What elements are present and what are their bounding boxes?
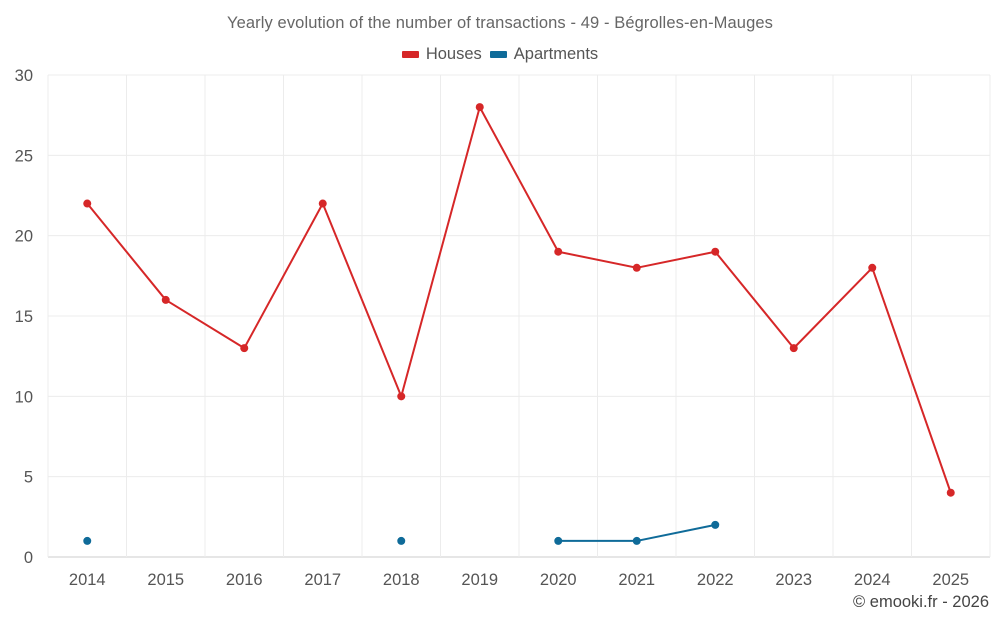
legend-swatch-apartments bbox=[489, 51, 507, 58]
x-tick-label-2023: 2023 bbox=[775, 571, 812, 589]
data-point-apartments-2014 bbox=[83, 536, 92, 545]
x-tick-label-2016: 2016 bbox=[226, 571, 263, 589]
y-tick-label-0: 0 bbox=[24, 549, 33, 567]
data-point-apartments-2018 bbox=[397, 536, 406, 545]
data-point-houses-2019 bbox=[475, 103, 484, 112]
credit-text: © emooki.fr - 2026 bbox=[853, 593, 989, 611]
y-tick-label-25: 25 bbox=[15, 147, 33, 165]
data-point-houses-2020 bbox=[554, 247, 563, 256]
data-point-houses-2022 bbox=[711, 247, 720, 256]
x-tick-label-2017: 2017 bbox=[304, 571, 341, 589]
x-tick-label-2015: 2015 bbox=[147, 571, 184, 589]
data-point-houses-2015 bbox=[161, 295, 170, 304]
data-point-houses-2025 bbox=[946, 488, 955, 497]
legend-swatch-houses bbox=[401, 51, 419, 58]
data-point-houses-2014 bbox=[83, 199, 92, 208]
legend-item-apartments[interactable]: Apartments bbox=[489, 45, 599, 64]
data-point-houses-2023 bbox=[789, 344, 798, 353]
data-point-apartments-2020 bbox=[554, 536, 563, 545]
x-tick-label-2025: 2025 bbox=[932, 571, 969, 589]
data-point-houses-2021 bbox=[632, 263, 641, 272]
series-line-houses bbox=[86, 106, 952, 494]
y-tick-label-20: 20 bbox=[15, 228, 33, 246]
x-tick-label-2020: 2020 bbox=[540, 571, 577, 589]
x-tick-label-2024: 2024 bbox=[854, 571, 891, 589]
x-tick-label-2019: 2019 bbox=[461, 571, 498, 589]
data-point-houses-2017 bbox=[318, 199, 327, 208]
legend-item-houses[interactable]: Houses bbox=[401, 45, 482, 64]
data-point-apartments-2022 bbox=[711, 520, 720, 529]
x-tick-label-2018: 2018 bbox=[383, 571, 420, 589]
y-tick-label-10: 10 bbox=[15, 388, 33, 406]
x-tick-label-2021: 2021 bbox=[618, 571, 655, 589]
legend-label-houses: Houses bbox=[425, 45, 482, 63]
x-tick-label-2022: 2022 bbox=[697, 571, 734, 589]
chart-legend: Houses Apartments bbox=[0, 45, 1000, 64]
y-tick-label-15: 15 bbox=[15, 308, 33, 326]
data-point-apartments-2021 bbox=[632, 536, 641, 545]
chart-title: Yearly evolution of the number of transa… bbox=[227, 14, 773, 32]
data-point-houses-2024 bbox=[868, 263, 877, 272]
y-tick-label-30: 30 bbox=[15, 67, 33, 85]
y-tick-label-5: 5 bbox=[24, 469, 33, 487]
x-tick-label-2014: 2014 bbox=[69, 571, 106, 589]
data-point-houses-2018 bbox=[397, 392, 406, 401]
legend-label-apartments: Apartments bbox=[513, 45, 599, 63]
data-point-houses-2016 bbox=[240, 344, 249, 353]
